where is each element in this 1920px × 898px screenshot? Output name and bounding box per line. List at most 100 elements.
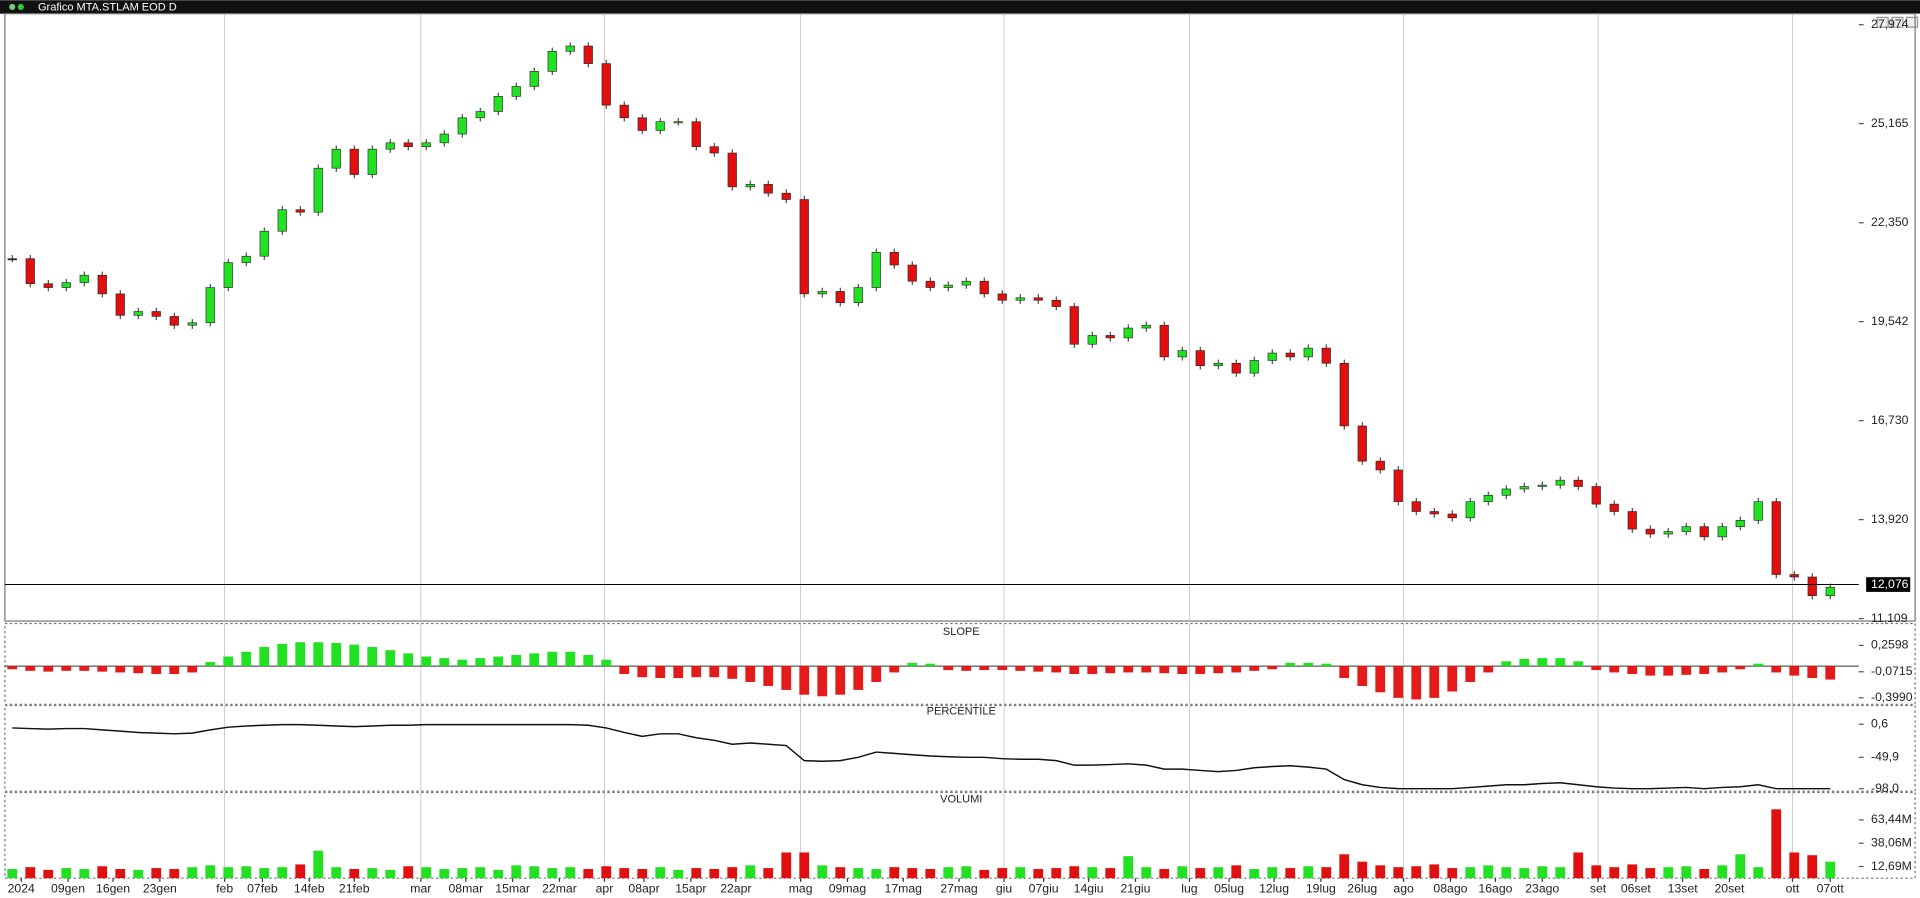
close-button[interactable] — [1905, 16, 1919, 28]
slope-bar — [1249, 666, 1260, 671]
candle-body — [367, 148, 377, 175]
slope-bar — [1501, 661, 1512, 667]
slope-bar — [961, 666, 972, 671]
slope-bar — [1213, 666, 1224, 674]
slope-bar — [871, 666, 882, 682]
volume-bar — [7, 869, 18, 879]
slope-bar — [43, 666, 54, 672]
x-tick-label: apr — [596, 881, 614, 895]
panel-border — [4, 704, 1916, 792]
candle-body — [1735, 520, 1745, 527]
volume-bar — [709, 869, 720, 879]
slope-bar — [1519, 658, 1530, 667]
volume-bar — [835, 867, 846, 879]
volume-bar — [367, 868, 378, 879]
candle-body — [637, 117, 647, 131]
volume-bar — [943, 867, 954, 879]
slope-bar — [439, 658, 450, 667]
slope-bar — [1393, 666, 1404, 698]
candle-body — [1807, 576, 1817, 596]
volume-bar — [439, 869, 450, 879]
volume-bar — [1141, 867, 1152, 879]
volume-bar — [403, 866, 414, 879]
slope-bar — [1231, 666, 1242, 673]
volume-bar — [1069, 866, 1080, 879]
candle-body — [1771, 501, 1781, 575]
slope-bar — [529, 653, 540, 667]
slope-bar — [1753, 663, 1764, 667]
slope-bar — [1591, 666, 1602, 671]
candle-body — [1069, 306, 1079, 345]
volume-bar — [1231, 865, 1242, 879]
slope-bar — [637, 666, 648, 678]
candle-body — [1321, 347, 1331, 364]
candle-body — [1213, 362, 1223, 367]
candle-body — [1231, 362, 1241, 374]
x-tick-label: feb — [216, 881, 233, 895]
candle-body — [1609, 503, 1619, 512]
slope-bar — [1015, 666, 1026, 671]
x-tick-label: set — [1590, 881, 1607, 895]
x-tick-label: 07ott — [1817, 881, 1845, 895]
candle-body — [331, 148, 341, 169]
minimize-button[interactable] — [1876, 16, 1889, 28]
slope-bar — [223, 656, 234, 667]
x-tick-label: 06set — [1621, 881, 1652, 895]
slope-bar — [133, 666, 144, 674]
candle-body — [1051, 299, 1061, 307]
volume-bar — [457, 868, 468, 879]
x-tick-label: 09gen — [51, 881, 85, 895]
candle-body — [187, 322, 197, 326]
x-tick-label: 05lug — [1214, 881, 1244, 895]
x-tick-label: 12lug — [1259, 881, 1289, 895]
volume-bar — [259, 868, 270, 879]
volume-bar — [1447, 868, 1458, 879]
candle-body — [1573, 479, 1583, 487]
slope-bar — [1069, 666, 1080, 675]
candle-body — [1267, 352, 1277, 361]
volume-bar — [1249, 869, 1260, 879]
volume-bar — [763, 868, 774, 879]
candle-body — [1537, 484, 1547, 487]
candle-body — [1339, 362, 1349, 427]
candle-body — [205, 287, 215, 324]
slope-bar — [295, 642, 306, 667]
slope-bar — [475, 658, 486, 667]
candle-body — [1087, 335, 1097, 345]
volume-bar — [313, 850, 324, 879]
candle-body — [1015, 297, 1025, 301]
candle-body — [547, 50, 557, 72]
candle-body — [349, 148, 359, 175]
slope-bar — [1033, 666, 1044, 672]
volume-bar — [1735, 854, 1746, 879]
candle-body — [1663, 531, 1673, 535]
slope-bar — [187, 666, 198, 673]
volume-bar — [1681, 866, 1692, 879]
volume-bar — [133, 869, 144, 879]
x-tick-label: 2024 — [8, 881, 35, 895]
candle-body — [907, 264, 917, 282]
volume-bar — [1393, 867, 1404, 879]
volume-bar — [43, 869, 54, 879]
slope-bar — [1051, 666, 1062, 673]
volume-bar — [1051, 868, 1062, 879]
candle-body — [583, 45, 593, 64]
volume-bar — [565, 867, 576, 879]
volume-bar — [115, 869, 126, 879]
slope-bar — [673, 666, 684, 679]
window-buttons[interactable] — [1876, 16, 1919, 28]
candle-body — [1357, 425, 1367, 462]
volume-bar — [97, 866, 108, 879]
slope-bar — [1303, 662, 1314, 667]
volume-bar — [781, 852, 792, 879]
candle-body — [1591, 486, 1601, 505]
slope-bar — [151, 666, 162, 675]
slope-bar — [799, 666, 810, 695]
volume-bar — [1033, 869, 1044, 879]
candle-body — [1033, 297, 1043, 301]
slope-bar — [61, 666, 72, 671]
volume-bar — [511, 865, 522, 879]
slope-bar — [115, 666, 126, 673]
slope-bar — [1321, 663, 1332, 667]
maximize-button[interactable] — [1891, 16, 1904, 28]
